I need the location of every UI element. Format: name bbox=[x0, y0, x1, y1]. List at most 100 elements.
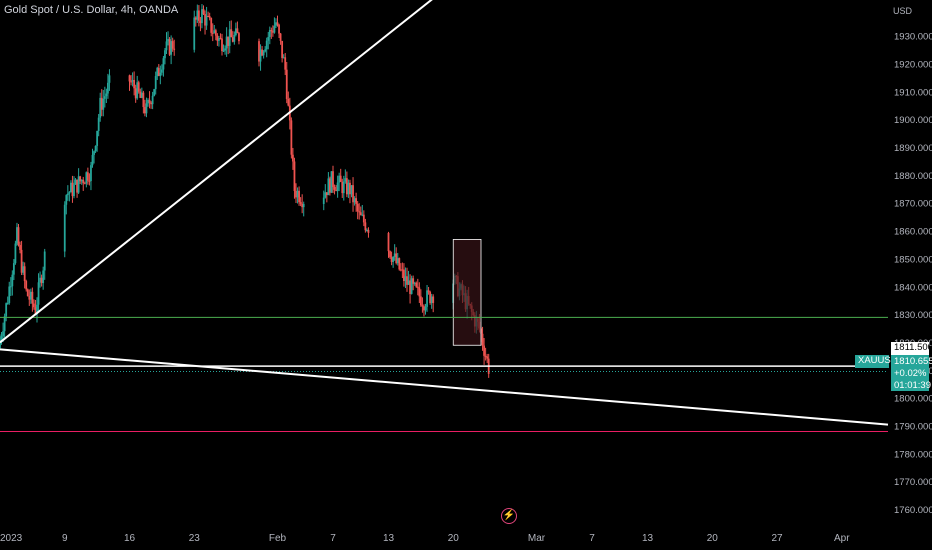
candle-body bbox=[130, 81, 132, 83]
x-tick-label: 27 bbox=[771, 533, 783, 544]
candle-body bbox=[151, 95, 154, 105]
candle-body bbox=[100, 97, 103, 110]
candle-body bbox=[167, 39, 169, 42]
candle-body bbox=[273, 25, 276, 33]
candle-body bbox=[327, 178, 330, 196]
candle-body bbox=[74, 179, 77, 185]
candle-body bbox=[83, 183, 86, 185]
candle-body bbox=[349, 182, 351, 195]
candle-body bbox=[156, 67, 159, 77]
candle-body bbox=[154, 76, 157, 90]
candle-body bbox=[86, 172, 89, 181]
candle-body bbox=[484, 355, 487, 357]
x-tick-label: Feb bbox=[269, 533, 287, 544]
candle-body bbox=[29, 291, 32, 300]
candle-body bbox=[164, 50, 166, 59]
candle-body bbox=[330, 171, 333, 193]
candle-body bbox=[194, 17, 197, 20]
candle-body bbox=[105, 93, 108, 97]
candle-body bbox=[423, 306, 425, 311]
candle-body bbox=[213, 30, 216, 34]
trendline-2 bbox=[0, 348, 889, 426]
candle-body bbox=[20, 249, 23, 273]
candle-body bbox=[396, 258, 399, 264]
y-tick-label: 1830.000 bbox=[894, 310, 932, 321]
candle-body bbox=[392, 256, 395, 262]
x-tick-label: Mar bbox=[528, 533, 546, 544]
candle-body bbox=[197, 10, 200, 21]
candle-body bbox=[281, 40, 284, 59]
candle-body bbox=[426, 290, 428, 307]
candle-body bbox=[91, 154, 94, 166]
y-tick-label: 1860.000 bbox=[894, 227, 932, 238]
candle-body bbox=[486, 356, 489, 359]
candle-body bbox=[415, 282, 418, 287]
candle-body bbox=[285, 69, 288, 99]
white-level-price-tag: 1811.500 bbox=[891, 342, 932, 355]
candle-body bbox=[345, 178, 348, 195]
candle-body bbox=[233, 35, 236, 42]
candle-body bbox=[284, 57, 287, 70]
candle-body bbox=[66, 193, 69, 196]
candle-body bbox=[356, 203, 359, 212]
candle-body bbox=[9, 286, 12, 288]
candle-body bbox=[39, 277, 41, 283]
candle-body bbox=[0, 339, 1, 349]
candle-body bbox=[350, 185, 353, 195]
y-tick-label: 1870.000 bbox=[894, 199, 932, 210]
candle-body bbox=[211, 32, 214, 34]
candle-body bbox=[228, 29, 231, 46]
candle-body bbox=[332, 171, 334, 187]
candle-body bbox=[210, 17, 213, 33]
candle-body bbox=[258, 41, 260, 62]
candle-body bbox=[85, 172, 88, 184]
candle-body bbox=[324, 192, 327, 198]
candle-body bbox=[342, 181, 345, 194]
candle-body bbox=[282, 57, 285, 59]
candle-body bbox=[292, 154, 294, 162]
candle-body bbox=[236, 28, 239, 34]
candle-body bbox=[299, 202, 302, 204]
candle-body bbox=[407, 280, 410, 285]
x-tick-label: 16 bbox=[124, 533, 136, 544]
candle-body bbox=[193, 17, 196, 50]
x-tick-label: 13 bbox=[383, 533, 395, 544]
candle-body bbox=[153, 89, 156, 96]
candle-body bbox=[214, 30, 217, 36]
candle-body bbox=[14, 243, 17, 264]
candle-body bbox=[406, 276, 408, 285]
candle-body bbox=[344, 178, 347, 182]
candle-body bbox=[77, 176, 80, 193]
candle-body bbox=[429, 291, 432, 304]
y-tick-label: 1760.000 bbox=[894, 505, 932, 516]
x-tick-label: 20 bbox=[707, 533, 719, 544]
candle-body bbox=[43, 251, 46, 271]
candle-body bbox=[94, 145, 97, 152]
y-tick-label: 1780.000 bbox=[894, 449, 932, 460]
candle-body bbox=[19, 245, 21, 250]
candle-body bbox=[142, 92, 145, 108]
candle-body bbox=[201, 9, 203, 24]
candle-body bbox=[162, 58, 165, 70]
candle-body bbox=[268, 30, 271, 37]
candle-body bbox=[70, 182, 72, 193]
candle-body bbox=[8, 286, 11, 304]
candle-body bbox=[361, 214, 364, 216]
bolt-icon[interactable]: ⚡ bbox=[501, 508, 517, 524]
candle-body bbox=[25, 281, 28, 290]
candle-body bbox=[76, 179, 78, 193]
candle-body bbox=[63, 204, 66, 252]
candle-body bbox=[333, 186, 336, 190]
currency-label: USD bbox=[893, 6, 913, 16]
candle-body bbox=[358, 211, 361, 213]
candle-body bbox=[128, 75, 131, 82]
y-tick-label: 1850.000 bbox=[894, 254, 932, 265]
candle-body bbox=[271, 31, 274, 33]
candle-body bbox=[136, 82, 139, 99]
candle-body bbox=[367, 229, 370, 233]
candle-body bbox=[80, 179, 83, 182]
candle-body bbox=[2, 331, 4, 337]
candle-body bbox=[199, 20, 202, 24]
candle-body bbox=[99, 97, 102, 118]
